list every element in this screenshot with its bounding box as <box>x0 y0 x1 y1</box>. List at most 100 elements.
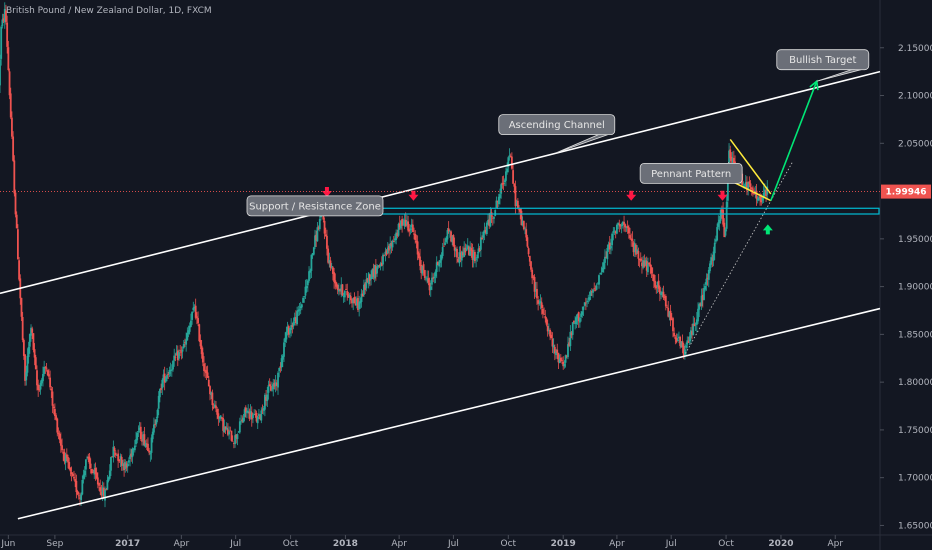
candle-body <box>537 300 540 304</box>
candle-body <box>438 262 441 267</box>
candle-body <box>112 446 115 458</box>
candle-body <box>555 351 557 356</box>
candle-body <box>670 319 673 321</box>
candle-body <box>77 495 80 497</box>
candle-body <box>483 230 486 234</box>
chart-title: British Pound / New Zealand Dollar, 1D, … <box>6 6 212 16</box>
candle-body <box>120 456 123 466</box>
candle-body <box>88 456 91 464</box>
candle-body <box>210 392 213 396</box>
callout-seam <box>600 132 611 135</box>
candle-body <box>368 274 371 281</box>
candle-body <box>3 8 6 23</box>
candle-body <box>258 413 260 417</box>
candle-body <box>704 285 707 290</box>
candle-body <box>527 248 530 255</box>
candle-body <box>633 243 636 253</box>
candle-body <box>380 262 383 266</box>
candle-body <box>397 223 400 236</box>
candle-body <box>169 369 172 371</box>
candle-body <box>298 309 301 311</box>
candle-body <box>468 246 470 255</box>
candle-body <box>33 349 36 358</box>
candle-body <box>360 293 363 303</box>
candle-body <box>514 186 517 207</box>
candle-body <box>711 258 714 260</box>
candle-body <box>193 306 196 309</box>
candle-body <box>748 181 751 184</box>
candle-body <box>658 287 661 294</box>
candle-body <box>236 434 239 440</box>
candle-body <box>207 379 210 387</box>
candle-body <box>373 264 376 279</box>
candle-body <box>365 279 368 289</box>
candle-body <box>27 346 30 358</box>
candle-body <box>475 258 477 260</box>
candle-body <box>142 434 145 441</box>
candle-body <box>255 412 258 422</box>
candle-body <box>506 168 509 173</box>
candle-body <box>394 238 396 241</box>
candle-body <box>61 445 63 451</box>
x-tick-label: Jul <box>665 539 677 549</box>
candle-body <box>311 253 314 255</box>
candle-body <box>518 209 520 211</box>
candle-body <box>563 364 566 367</box>
candles <box>0 2 769 508</box>
candle-body <box>273 382 276 387</box>
candle-body <box>588 297 591 300</box>
candle-body <box>11 117 13 137</box>
candle-body <box>379 263 382 267</box>
candle-body <box>197 318 199 324</box>
candle-body <box>141 439 143 442</box>
candle-body <box>345 288 347 290</box>
candle-body <box>423 270 426 278</box>
candle-body <box>174 356 177 358</box>
candle-body <box>765 190 767 197</box>
candle-body <box>354 303 357 306</box>
candle-body <box>335 282 338 287</box>
candle-body <box>623 221 625 225</box>
candle-body <box>317 227 320 229</box>
candle-body <box>168 370 171 374</box>
candle-body <box>13 160 16 194</box>
candle-body <box>536 288 538 299</box>
candle-body <box>178 352 180 359</box>
candle-body <box>212 406 215 408</box>
candle-body <box>583 302 586 306</box>
candle-body <box>315 234 318 241</box>
candle-body <box>107 477 110 481</box>
candle-body <box>444 242 446 245</box>
y-axis: 2.15000 2.10000 2.05000 1.95000 1.90000 1.850… <box>880 44 932 531</box>
candle-body <box>126 464 129 467</box>
candle-body <box>463 248 466 257</box>
pennant-upper <box>729 139 772 195</box>
candle-body <box>715 239 717 242</box>
candle-body <box>243 409 246 417</box>
candle-body <box>618 223 621 225</box>
arrow-down-icon <box>408 190 419 201</box>
candle-body <box>534 289 537 292</box>
candle-body <box>474 251 476 262</box>
candle-body <box>309 270 312 273</box>
rising-trendline <box>685 162 793 354</box>
candle-body <box>28 334 31 347</box>
candle-body <box>761 197 764 201</box>
candle-body <box>198 324 201 342</box>
candle-body <box>676 339 679 341</box>
candle-body <box>630 238 633 240</box>
candle-body <box>346 290 349 296</box>
candle-body <box>629 235 631 239</box>
candle-body <box>5 10 7 22</box>
candle-body <box>306 280 309 286</box>
candle-body <box>575 317 578 324</box>
candle-body <box>596 283 599 285</box>
candle-body <box>599 273 602 275</box>
candle-body <box>620 224 623 227</box>
candle-body <box>580 313 582 317</box>
candle-body <box>70 472 73 474</box>
x-tick-label: Oct <box>501 539 517 549</box>
candle-body <box>14 192 17 215</box>
candle-body <box>46 370 49 376</box>
